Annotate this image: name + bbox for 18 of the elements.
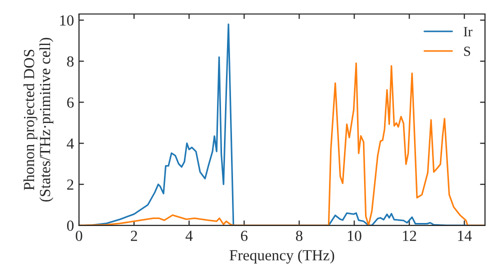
y-tick-label: 8 <box>67 56 74 67</box>
y-tick-label: 4 <box>66 138 74 149</box>
x-tick-label: 14 <box>458 230 472 241</box>
legend-label: Ir <box>464 27 472 36</box>
x-axis-title: Frequency (THz) <box>230 250 334 264</box>
x-tick-label: 2 <box>130 230 138 241</box>
x-tick-label: 12 <box>403 230 416 241</box>
x-tick-label: 8 <box>296 230 302 242</box>
y-tick-label: 2 <box>67 180 74 190</box>
y-tick-label: 10 <box>60 15 74 26</box>
y-tick-label: 6 <box>67 97 74 108</box>
y-tick-label: 0 <box>67 220 74 231</box>
x-tick-label: 6 <box>240 230 248 242</box>
x-tick-label: 0 <box>76 230 82 242</box>
x-tick-label: 10 <box>348 230 362 242</box>
y-axis-title: Phonon projected DOS (States/THz·primitive cell) <box>23 38 54 202</box>
legend-label: S <box>464 46 470 56</box>
x-tick-label: 4 <box>186 230 193 241</box>
